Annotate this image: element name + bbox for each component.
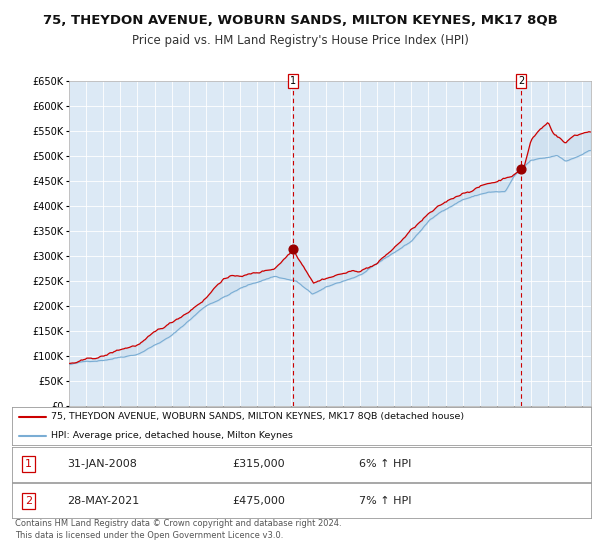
Text: 2: 2 [25, 496, 32, 506]
Text: 31-JAN-2008: 31-JAN-2008 [67, 459, 137, 469]
Text: 6% ↑ HPI: 6% ↑ HPI [359, 459, 412, 469]
Text: 75, THEYDON AVENUE, WOBURN SANDS, MILTON KEYNES, MK17 8QB: 75, THEYDON AVENUE, WOBURN SANDS, MILTON… [43, 14, 557, 27]
Point [516, 164, 526, 173]
Text: 28-MAY-2021: 28-MAY-2021 [67, 496, 139, 506]
Text: £315,000: £315,000 [232, 459, 284, 469]
Text: 7% ↑ HPI: 7% ↑ HPI [359, 496, 412, 506]
Text: HPI: Average price, detached house, Milton Keynes: HPI: Average price, detached house, Milt… [52, 431, 293, 440]
Text: 1: 1 [25, 459, 32, 469]
Text: 2: 2 [518, 76, 524, 86]
Text: Contains HM Land Registry data © Crown copyright and database right 2024.
This d: Contains HM Land Registry data © Crown c… [15, 519, 341, 540]
Text: 75, THEYDON AVENUE, WOBURN SANDS, MILTON KEYNES, MK17 8QB (detached house): 75, THEYDON AVENUE, WOBURN SANDS, MILTON… [52, 412, 464, 421]
Point [288, 244, 298, 253]
Text: Price paid vs. HM Land Registry's House Price Index (HPI): Price paid vs. HM Land Registry's House … [131, 34, 469, 46]
Text: 1: 1 [290, 76, 296, 86]
Text: £475,000: £475,000 [232, 496, 285, 506]
